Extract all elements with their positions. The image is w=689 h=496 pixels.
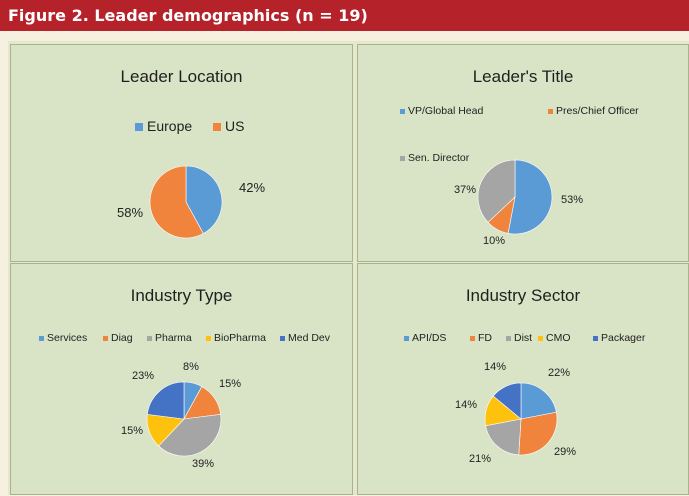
chart-title: Industry Type (130, 286, 233, 305)
legend-swatch (147, 335, 152, 341)
legend-label: Med Dev (288, 332, 331, 344)
pie-slice (492, 382, 522, 420)
legend-label: Pres/Chief Officer (556, 105, 639, 117)
pie-slice (507, 159, 553, 235)
pie-chart (484, 382, 558, 456)
legend-item: Europe (135, 118, 192, 134)
data-label: 37% (454, 184, 477, 196)
legend-label: FD (478, 332, 492, 344)
legend-swatch (538, 335, 543, 341)
legend-label: US (225, 118, 245, 134)
data-label: 15% (121, 425, 144, 437)
legend-label: VP/Global Head (408, 105, 484, 117)
chart-panel-leader-location: Leader Location Europe US 42% 58% (10, 44, 353, 262)
pie-slice (185, 165, 223, 234)
data-label: 39% (192, 458, 215, 470)
legend-swatch (135, 123, 143, 132)
legend-item: Sen. Director (400, 152, 469, 164)
data-label: 23% (132, 370, 155, 382)
legend-swatch (206, 335, 211, 341)
data-label: 8% (183, 361, 199, 373)
data-label: 22% (548, 367, 571, 379)
legend-label: CMO (546, 332, 571, 344)
chart-grid: Leader Location Europe US 42% 58% Leader's Ti… (8, 41, 689, 495)
legend-swatch (39, 335, 44, 341)
pie-slice (477, 159, 516, 223)
legend-item: Med Dev (280, 332, 330, 344)
legend-label: Services (47, 332, 88, 344)
pie-slice (485, 418, 522, 456)
data-label: 42% (239, 180, 266, 195)
legend-swatch (400, 155, 405, 161)
legend-label: Diag (111, 332, 133, 344)
legend-item: US (213, 118, 244, 134)
legend-item: FD (470, 332, 492, 344)
legend-item: Diag (103, 332, 133, 344)
chart-title: Industry Sector (465, 286, 581, 305)
data-label: 10% (483, 235, 506, 247)
chart-panel-industry-sector: Industry Sector API/DS FD Dist CMO Packager 22… (357, 263, 689, 495)
legend-item: Dist (506, 332, 532, 344)
legend-label: Sen. Director (408, 152, 470, 164)
data-label: 29% (554, 446, 577, 458)
legend-swatch (470, 335, 475, 341)
legend-swatch (506, 335, 511, 341)
legend-item: Pharma (147, 332, 192, 344)
data-label: 14% (455, 399, 478, 411)
data-label: 15% (219, 378, 242, 390)
legend-item: Services (39, 332, 87, 344)
legend-swatch (400, 108, 405, 114)
pie-slice (146, 381, 185, 420)
pie-chart (477, 159, 553, 235)
legend-swatch (280, 335, 285, 341)
legend-swatch (404, 335, 409, 341)
legend-item: VP/Global Head (400, 105, 483, 117)
chart-title: Leader's Title (472, 67, 574, 86)
figure-title: Figure 2. Leader demographics (n = 19) (0, 0, 689, 31)
legend-label: API/DS (412, 332, 447, 344)
chart-panel-industry-type: Industry Type Services Diag Pharma BioPharma… (10, 263, 353, 495)
legend-swatch (593, 335, 598, 341)
legend-label: Packager (601, 332, 646, 344)
legend-swatch (213, 123, 221, 132)
legend-item: API/DS (404, 332, 446, 344)
data-label: 21% (469, 453, 492, 465)
pie-slice (158, 414, 222, 457)
legend-item: CMO (538, 332, 571, 344)
legend-label: Pharma (155, 332, 192, 344)
chart-panel-leader-s-title: Leader's Title VP/Global Head Pres/Chief O… (357, 44, 689, 262)
legend-swatch (103, 335, 108, 341)
pie-slice (520, 382, 557, 420)
legend-item: BioPharma (206, 332, 266, 344)
data-label: 14% (484, 361, 507, 373)
chart-title: Leader Location (120, 67, 243, 86)
legend-label: Europe (147, 118, 193, 134)
legend-label: BioPharma (214, 332, 266, 344)
legend-item: Pres/Chief Officer (548, 105, 639, 117)
data-label: 58% (117, 205, 144, 220)
legend-label: Dist (514, 332, 533, 344)
pie-chart (146, 381, 222, 457)
legend-item: Packager (593, 332, 645, 344)
pie-chart (149, 165, 223, 239)
pie-slice (518, 411, 558, 456)
data-label: 53% (561, 194, 584, 206)
legend-swatch (548, 108, 553, 114)
pie-slice (149, 165, 204, 239)
